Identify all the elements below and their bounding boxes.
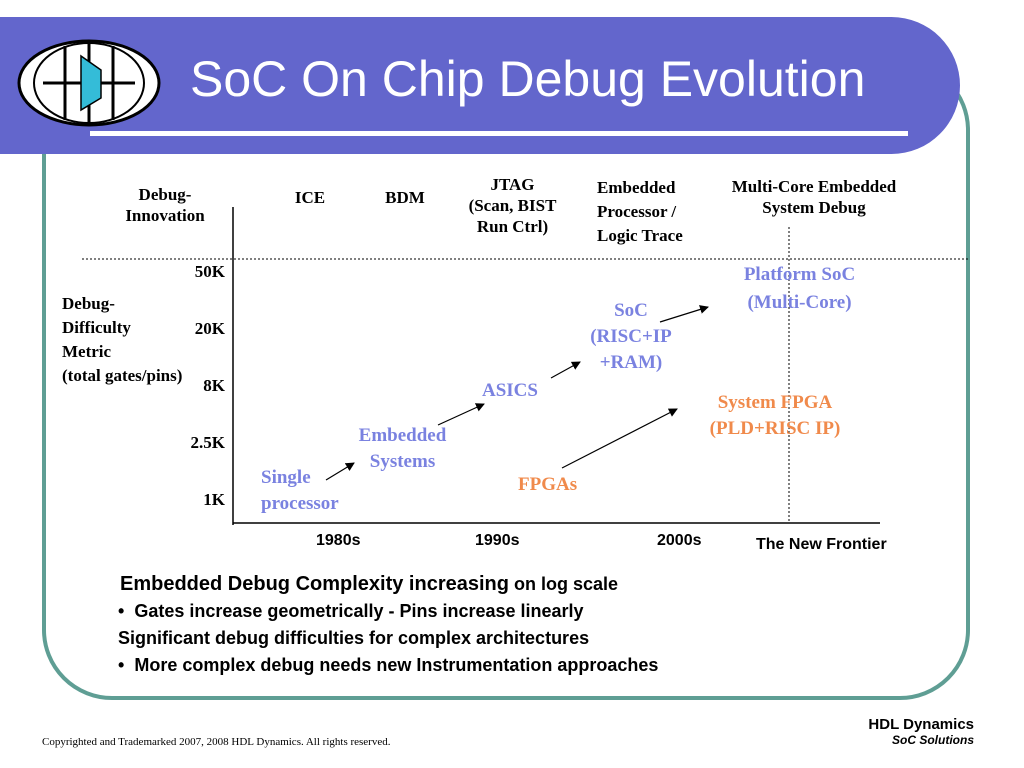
bullet-line-1: Embedded Debug Complexity increasing on … (120, 573, 618, 595)
y-tick-8k: 8K (203, 376, 225, 395)
bullet-line-2: • Gates increase geometrically - Pins in… (118, 601, 584, 621)
brand-tagline: SoC Solutions (892, 733, 974, 747)
col-header-ice: ICE (294, 188, 326, 207)
x-tick-1980s: 1980s (316, 532, 361, 549)
row-label-innovation: Debug- Innovation (125, 185, 205, 225)
arrow-embedded-to-asics (437, 403, 485, 426)
y-tick-1k: 1K (203, 490, 225, 509)
y-tick-50k: 50K (194, 262, 225, 281)
bullet-dot: • (118, 601, 125, 621)
col-header-bdm: BDM (385, 188, 425, 207)
slide-title: SoC On Chip Debug Evolution (190, 51, 866, 107)
slide-frame (42, 60, 970, 700)
col-header-multicore: Multi-Core Embedded System Debug (731, 177, 897, 217)
point-system-fpga: System FPGA (PLD+RISC IP) (709, 392, 841, 439)
col-header-embedded-trace: Embedded Processor / Logic Trace (597, 178, 683, 245)
hdl-dynamics-logo-icon (17, 39, 161, 127)
point-asics: ASICS (482, 380, 538, 401)
arrow-soc-to-platform (659, 305, 709, 323)
point-fpgas: FPGAs (518, 474, 578, 495)
bullet-line-4: • More complex debug needs new Instrumen… (118, 655, 659, 675)
y-tick-2-5k: 2.5K (190, 433, 225, 452)
point-soc: SoC (RISC+IP +RAM) (590, 300, 672, 373)
point-single-processor: Single processor (261, 467, 339, 514)
y-axis-label: Debug- Difficulty Metric (total gates/pins) (62, 294, 183, 385)
col-header-jtag: JTAG (Scan, BIST Run Ctrl) (468, 175, 557, 236)
arrow-fpga-to-sysfpga (561, 408, 678, 469)
frontier-label: The New Frontier (756, 536, 887, 553)
arrow-asics-to-soc (550, 361, 581, 379)
x-tick-1990s: 1990s (475, 532, 520, 549)
arrow-single-to-embedded (325, 462, 355, 481)
bullet-line-3: Significant debug difficulties for compl… (118, 628, 590, 648)
footer-brand: HDL Dynamics SoC Solutions (868, 716, 974, 747)
brand-name: HDL Dynamics (868, 716, 974, 733)
footer-copyright: Copyrighted and Trademarked 2007, 2008 H… (42, 736, 391, 748)
bullet-dot: • (118, 655, 125, 675)
point-platform-soc: Platform SoC (Multi-Core) (743, 264, 856, 313)
title-underline (90, 131, 908, 136)
x-tick-2000s: 2000s (657, 532, 702, 549)
y-tick-20k: 20K (194, 319, 225, 338)
point-embedded-systems: Embedded Systems (358, 425, 447, 472)
